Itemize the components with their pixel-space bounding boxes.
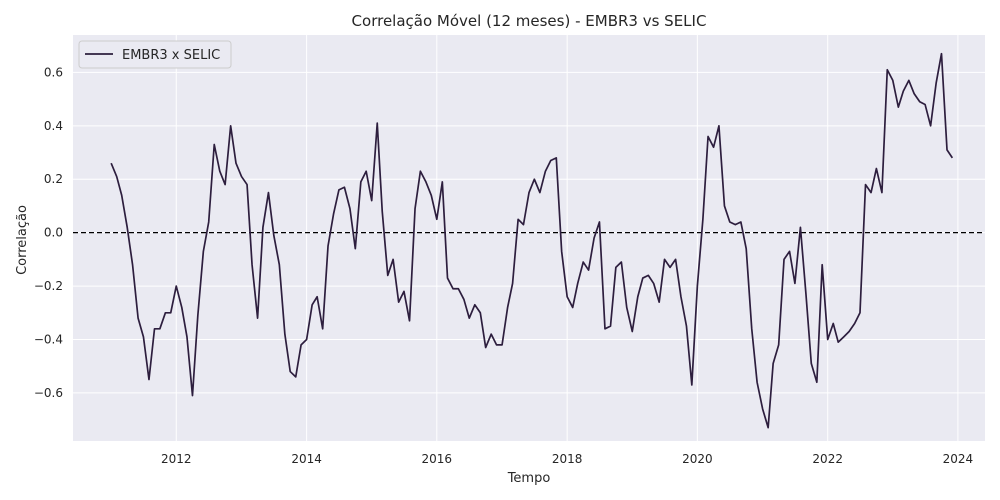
x-tick-label: 2024 <box>943 452 974 466</box>
y-axis-label: Correlação <box>15 205 30 275</box>
y-tick-label: −0.6 <box>34 386 63 400</box>
x-tick-label: 2022 <box>812 452 843 466</box>
y-tick-label: 0.4 <box>44 119 63 133</box>
x-axis-label: Tempo <box>507 471 551 486</box>
legend-box <box>78 40 232 69</box>
x-tick-label: 2014 <box>291 452 322 466</box>
x-axis-ticks: 2012 2014 2016 2018 2020 2022 2024 <box>161 452 973 466</box>
series-line-embr3-selic <box>110 52 954 429</box>
chart-title: Correlação Móvel (12 meses) - EMBR3 vs S… <box>352 12 707 30</box>
y-tick-label: 0.0 <box>44 226 63 240</box>
y-tick-label: 0.2 <box>44 172 63 186</box>
y-tick-label: −0.2 <box>34 279 63 293</box>
plot-area <box>73 35 985 441</box>
y-tick-label: −0.4 <box>34 333 63 347</box>
y-tick-label: 0.6 <box>44 65 63 79</box>
x-tick-label: 2020 <box>682 452 713 466</box>
x-tick-label: 2012 <box>161 452 192 466</box>
x-tick-label: 2018 <box>552 452 583 466</box>
legend: EMBR3 x SELIC <box>78 40 232 69</box>
legend-label: EMBR3 x SELIC <box>122 48 220 63</box>
y-axis-ticks: −0.6 −0.4 −0.2 0.0 0.2 0.4 0.6 <box>34 65 63 400</box>
x-tick-label: 2016 <box>422 452 453 466</box>
